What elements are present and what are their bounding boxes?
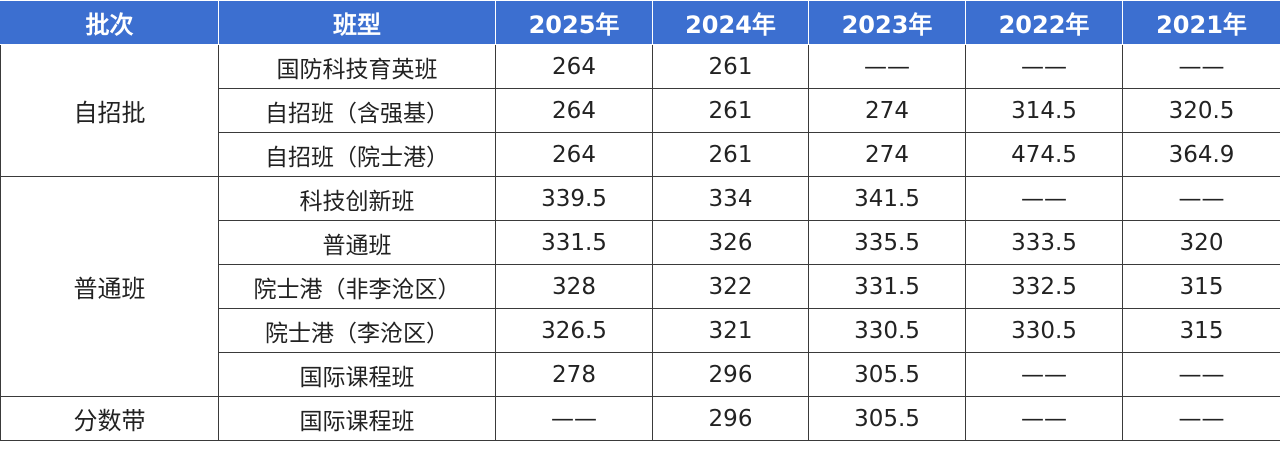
score-cell: 333.5 bbox=[965, 220, 1123, 265]
score-cell: 305.5 bbox=[808, 396, 966, 441]
header-cell: 2025年 bbox=[495, 0, 653, 45]
class-name: 科技创新班 bbox=[218, 176, 496, 221]
table-body: 自招批 国防科技育英班 264 261 —— —— —— 自招班（含强基） 264 261 274 3… bbox=[0, 44, 1280, 441]
class-name: 国际课程班 bbox=[218, 396, 496, 441]
header-cell: 2023年 bbox=[808, 0, 966, 45]
score-cell: —— bbox=[965, 352, 1123, 397]
score-cell: 305.5 bbox=[808, 352, 966, 397]
score-cell: —— bbox=[965, 176, 1123, 221]
score-cell: 264 bbox=[495, 132, 653, 177]
score-cell: 326 bbox=[652, 220, 809, 265]
class-name: 普通班 bbox=[218, 220, 496, 265]
header-cell: 班型 bbox=[218, 0, 496, 45]
header-row: 批次 班型 2025年 2024年 2023年 2022年 2021年 bbox=[0, 0, 1280, 45]
score-cell: 314.5 bbox=[965, 88, 1123, 133]
class-name: 自招班（院士港） bbox=[218, 132, 496, 177]
score-cell: 332.5 bbox=[965, 264, 1123, 309]
score-cell: 341.5 bbox=[808, 176, 966, 221]
score-cell: 274 bbox=[808, 88, 966, 133]
group-label: 分数带 bbox=[0, 396, 219, 441]
score-cell: 315 bbox=[1122, 308, 1280, 353]
class-name: 国际课程班 bbox=[218, 352, 496, 397]
header-cell: 批次 bbox=[0, 0, 219, 45]
score-cell: —— bbox=[1122, 352, 1280, 397]
score-cell: —— bbox=[808, 44, 966, 89]
score-cell: 320 bbox=[1122, 220, 1280, 265]
score-cell: 331.5 bbox=[808, 264, 966, 309]
score-cell: —— bbox=[1122, 396, 1280, 441]
group-label: 自招批 bbox=[0, 44, 219, 177]
score-cell: 474.5 bbox=[965, 132, 1123, 177]
score-cell: —— bbox=[965, 396, 1123, 441]
table-row: 普通班 331.5 326 335.5 333.5 320 bbox=[1, 220, 1280, 265]
score-cell: 330.5 bbox=[965, 308, 1123, 353]
score-cell: 322 bbox=[652, 264, 809, 309]
score-cell: 330.5 bbox=[808, 308, 966, 353]
table-row: 自招批 国防科技育英班 264 261 —— —— —— bbox=[0, 44, 1280, 177]
score-cell: 264 bbox=[495, 88, 653, 133]
class-name: 院士港（非李沧区） bbox=[218, 264, 496, 309]
score-cell: —— bbox=[965, 44, 1123, 89]
score-cell: —— bbox=[495, 396, 653, 441]
score-cell: —— bbox=[1122, 44, 1280, 89]
score-cell: 334 bbox=[652, 176, 809, 221]
score-cell: —— bbox=[1122, 176, 1280, 221]
score-cell: 326.5 bbox=[495, 308, 653, 353]
score-cell: 296 bbox=[652, 352, 809, 397]
score-cell: 320.5 bbox=[1122, 88, 1280, 133]
header-cell: 2021年 bbox=[1122, 0, 1280, 45]
score-table: 批次 班型 2025年 2024年 2023年 2022年 2021年 自招批 国防科技育英班… bbox=[0, 0, 1280, 441]
class-name: 国防科技育英班 bbox=[218, 44, 496, 89]
score-cell: 261 bbox=[652, 44, 809, 89]
header-cell: 2024年 bbox=[652, 0, 809, 45]
table-row: 院士港（非李沧区） 328 322 331.5 332.5 315 bbox=[1, 264, 1280, 309]
group-label: 普通班 bbox=[0, 176, 219, 397]
table-row: 院士港（李沧区） 326.5 321 330.5 330.5 315 bbox=[1, 308, 1280, 353]
score-cell: 264 bbox=[495, 44, 653, 89]
class-name: 自招班（含强基） bbox=[218, 88, 496, 133]
table-row: 国际课程班 278 296 305.5 —— —— bbox=[1, 352, 1280, 397]
score-cell: 261 bbox=[652, 132, 809, 177]
score-cell: 274 bbox=[808, 132, 966, 177]
score-cell: 335.5 bbox=[808, 220, 966, 265]
table-row: 自招班（院士港） 264 261 274 474.5 364.9 bbox=[1, 132, 1280, 177]
score-cell: 331.5 bbox=[495, 220, 653, 265]
score-cell: 261 bbox=[652, 88, 809, 133]
score-cell: 364.9 bbox=[1122, 132, 1280, 177]
table-row: 分数带 国际课程班 —— 296 305.5 —— —— bbox=[0, 396, 1280, 441]
score-cell: 321 bbox=[652, 308, 809, 353]
score-cell: 328 bbox=[495, 264, 653, 309]
header-cell: 2022年 bbox=[965, 0, 1123, 45]
score-cell: 315 bbox=[1122, 264, 1280, 309]
score-cell: 296 bbox=[652, 396, 809, 441]
score-cell: 339.5 bbox=[495, 176, 653, 221]
score-cell: 278 bbox=[495, 352, 653, 397]
table-row: 普通班 科技创新班 339.5 334 341.5 —— —— bbox=[0, 176, 1280, 397]
class-name: 院士港（李沧区） bbox=[218, 308, 496, 353]
